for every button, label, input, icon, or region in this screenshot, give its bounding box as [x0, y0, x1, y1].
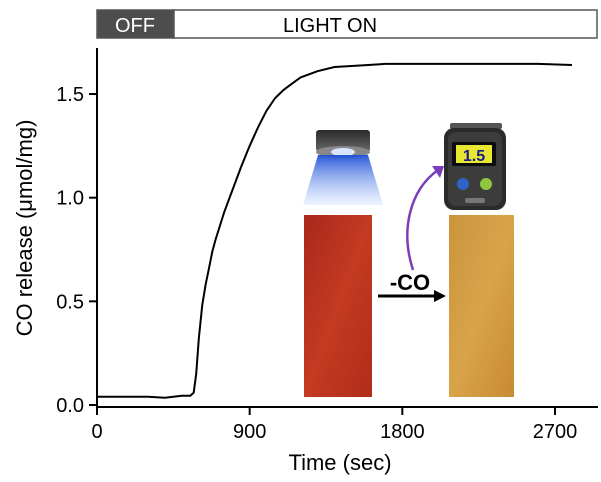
x-tick-label: 900 [233, 421, 266, 443]
x-tick-label: 0 [91, 421, 102, 443]
light-on-segment [173, 9, 598, 39]
y-tick-label: 0.5 [56, 291, 84, 313]
x-tick-label: 1800 [380, 421, 425, 443]
detection-arrow [406, 166, 444, 271]
light-state-bar: OFF LIGHT ON [96, 9, 598, 39]
detector-reading: 1.5 [463, 148, 485, 165]
y-tick-label: 0.0 [56, 395, 84, 417]
lamp-illustration [303, 130, 383, 205]
film-before-sample [304, 215, 372, 397]
axis-tick-labels: 0 900 1800 2700 0.0 0.5 1.0 1.5 [56, 84, 577, 443]
minus-co-label: -CO [390, 270, 430, 295]
x-axis-title: Time (sec) [288, 450, 391, 475]
co-release-arrow: -CO [378, 270, 446, 302]
light-on-label: LIGHT ON [283, 15, 377, 37]
y-tick-label: 1.5 [56, 84, 84, 106]
off-label: OFF [115, 15, 155, 37]
y-axis-title: CO release (μmol/mg) [12, 120, 37, 337]
film-after-sample [449, 215, 514, 397]
x-tick-label: 2700 [533, 421, 578, 443]
co-release-line [97, 62, 573, 399]
co-detector-device: 1.5 [444, 123, 506, 210]
y-tick-label: 1.0 [56, 188, 84, 210]
off-segment [96, 9, 175, 39]
axis-ticks [89, 93, 556, 415]
